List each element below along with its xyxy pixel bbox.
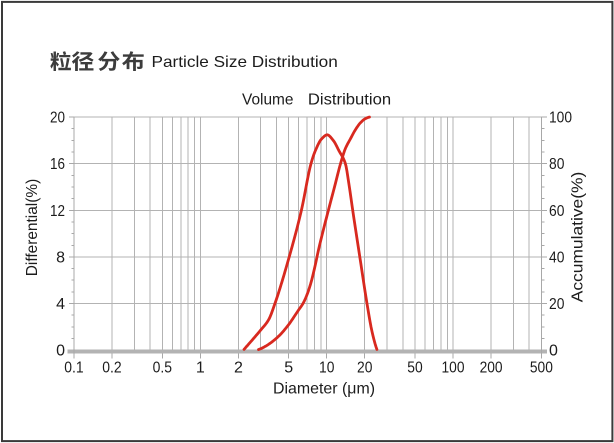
svg-text:20: 20 [50,110,65,127]
svg-text:100: 100 [549,110,572,127]
svg-text:Differential(%): Differential(%) [24,179,41,277]
svg-text:Particle Size Distribution: Particle Size Distribution [152,54,338,71]
svg-text:50: 50 [407,360,422,377]
svg-text:8: 8 [56,249,65,266]
svg-text:Diameter (μm): Diameter (μm) [273,381,375,398]
svg-text:60: 60 [549,203,564,220]
svg-text:Accumulative(%): Accumulative(%) [569,172,586,303]
svg-text:0.2: 0.2 [102,360,121,377]
svg-text:5: 5 [284,360,293,377]
svg-text:0: 0 [56,343,65,360]
svg-text:1: 1 [196,360,205,377]
svg-text:500: 500 [530,360,553,377]
svg-text:12: 12 [50,203,65,220]
svg-text:80: 80 [549,156,564,173]
svg-text:20: 20 [549,296,564,313]
svg-text:200: 200 [480,360,503,377]
svg-text:40: 40 [549,249,564,266]
svg-text:0.5: 0.5 [153,360,172,377]
svg-text:Volume: Volume [242,92,294,109]
svg-text:2: 2 [234,360,243,377]
svg-text:10: 10 [319,360,334,377]
svg-text:100: 100 [442,360,465,377]
svg-text:16: 16 [50,156,65,173]
svg-text:20: 20 [357,360,372,377]
svg-text:Distribution: Distribution [308,92,391,109]
svg-text:0.1: 0.1 [64,360,83,377]
svg-text:4: 4 [56,296,65,313]
svg-text:0: 0 [549,343,558,360]
